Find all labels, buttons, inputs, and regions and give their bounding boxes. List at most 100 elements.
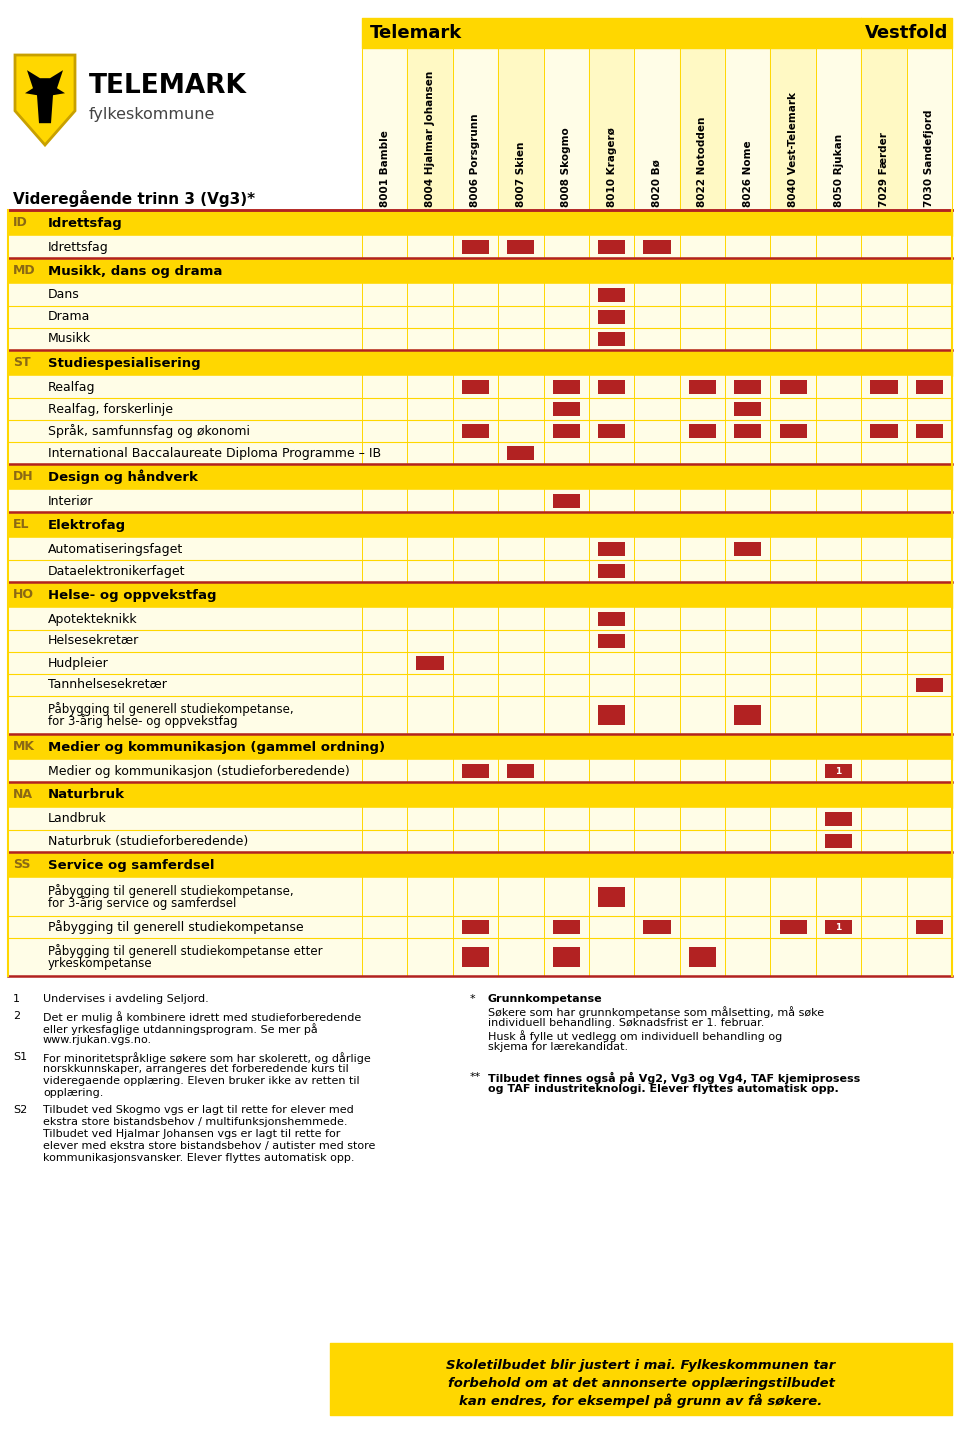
FancyBboxPatch shape <box>598 541 625 556</box>
Text: MD: MD <box>13 265 36 278</box>
FancyBboxPatch shape <box>734 541 761 556</box>
Text: Husk å fylle ut vedlegg om individuell behandling og: Husk å fylle ut vedlegg om individuell b… <box>488 1030 782 1042</box>
FancyBboxPatch shape <box>417 655 444 670</box>
Text: 7030 Sandefjord: 7030 Sandefjord <box>924 110 934 207</box>
Text: 8010 Kragerø: 8010 Kragerø <box>607 127 616 207</box>
Text: Helsesekretær: Helsesekretær <box>48 634 139 647</box>
Text: Design og håndverk: Design og håndverk <box>48 470 198 485</box>
Text: Tilbudet ved Hjalmar Johansen vgs er lagt til rette for: Tilbudet ved Hjalmar Johansen vgs er lag… <box>43 1129 341 1139</box>
Text: Musikk: Musikk <box>48 333 91 346</box>
Text: forbehold om at det annonserte opplæringstilbudet: forbehold om at det annonserte opplæring… <box>447 1376 834 1389</box>
Text: Interiør: Interiør <box>48 495 93 508</box>
Text: Tilbudet ved Skogmo vgs er lagt til rette for elever med: Tilbudet ved Skogmo vgs er lagt til rett… <box>43 1106 353 1116</box>
Text: Påbygging til generell studiekompetanse,: Påbygging til generell studiekompetanse, <box>48 702 294 715</box>
Text: og TAF industriteknologi. Elever flyttes automatisk opp.: og TAF industriteknologi. Elever flyttes… <box>488 1084 839 1094</box>
Polygon shape <box>25 71 65 123</box>
FancyBboxPatch shape <box>734 424 761 438</box>
Text: S1: S1 <box>13 1052 27 1062</box>
Text: Påbygging til generell studiekompetanse etter: Påbygging til generell studiekompetanse … <box>48 943 323 958</box>
Text: NA: NA <box>13 789 33 802</box>
Text: Realfag: Realfag <box>48 381 95 394</box>
FancyBboxPatch shape <box>734 381 761 394</box>
FancyBboxPatch shape <box>643 920 671 935</box>
FancyBboxPatch shape <box>598 288 625 302</box>
Text: Idrettsfag: Idrettsfag <box>48 240 108 253</box>
FancyBboxPatch shape <box>598 564 625 579</box>
Text: fylkeskommune: fylkeskommune <box>89 107 215 122</box>
Text: Musikk, dans og drama: Musikk, dans og drama <box>48 265 223 278</box>
Text: Påbygging til generell studiekompetanse: Påbygging til generell studiekompetanse <box>48 920 303 933</box>
FancyBboxPatch shape <box>688 424 716 438</box>
Text: Apotekteknikk: Apotekteknikk <box>48 612 137 625</box>
FancyBboxPatch shape <box>916 920 943 935</box>
Text: Telemark: Telemark <box>370 25 463 42</box>
FancyBboxPatch shape <box>825 920 852 935</box>
Text: 8020 Bø: 8020 Bø <box>652 159 662 207</box>
Text: Medier og kommunikasjon (studieforberedende): Medier og kommunikasjon (studieforberede… <box>48 764 349 777</box>
FancyBboxPatch shape <box>462 946 489 968</box>
FancyBboxPatch shape <box>598 424 625 438</box>
Text: Skoletilbudet blir justert i mai. Fylkeskommunen tar: Skoletilbudet blir justert i mai. Fylkes… <box>446 1359 835 1372</box>
FancyBboxPatch shape <box>553 946 580 968</box>
Text: opplæring.: opplæring. <box>43 1088 104 1098</box>
FancyBboxPatch shape <box>916 381 943 394</box>
Text: norskkunnskaper, arrangeres det forberedende kurs til: norskkunnskaper, arrangeres det forbered… <box>43 1064 348 1074</box>
FancyBboxPatch shape <box>553 424 580 438</box>
Text: skjema for lærekandidat.: skjema for lærekandidat. <box>488 1042 628 1052</box>
Text: **: ** <box>470 1072 481 1082</box>
Text: Landbruk: Landbruk <box>48 813 107 825</box>
FancyBboxPatch shape <box>825 812 852 826</box>
Text: Elektrofag: Elektrofag <box>48 518 126 531</box>
Text: Realfag, forskerlinje: Realfag, forskerlinje <box>48 402 173 415</box>
Text: Dans: Dans <box>48 288 80 301</box>
Text: S2: S2 <box>13 1106 27 1116</box>
FancyBboxPatch shape <box>825 833 852 848</box>
Text: 1: 1 <box>835 767 842 776</box>
Text: elever med ekstra store bistandsbehov / autister med store: elever med ekstra store bistandsbehov / … <box>43 1142 375 1150</box>
Text: Automatiseringsfaget: Automatiseringsfaget <box>48 543 183 556</box>
Text: for 3-årig helse- og oppvekstfag: for 3-årig helse- og oppvekstfag <box>48 715 238 728</box>
FancyBboxPatch shape <box>916 677 943 692</box>
Text: kan endres, for eksempel på grunn av få søkere.: kan endres, for eksempel på grunn av få … <box>460 1393 823 1408</box>
Text: 2: 2 <box>13 1011 20 1022</box>
Text: Studiespesialisering: Studiespesialisering <box>48 356 201 369</box>
FancyBboxPatch shape <box>507 446 535 460</box>
FancyBboxPatch shape <box>598 705 625 725</box>
Text: 8040 Vest-Telemark: 8040 Vest-Telemark <box>788 93 798 207</box>
Text: EL: EL <box>13 518 30 531</box>
Text: Naturbruk (studieforberedende): Naturbruk (studieforberedende) <box>48 835 249 848</box>
Text: Tilbudet finnes også på Vg2, Vg3 og Vg4, TAF kjemiprosess: Tilbudet finnes også på Vg2, Vg3 og Vg4,… <box>488 1072 860 1084</box>
Text: Tannhelsesekretær: Tannhelsesekretær <box>48 679 167 692</box>
Text: videregaende opplæring. Eleven bruker ikke av retten til: videregaende opplæring. Eleven bruker ik… <box>43 1077 360 1087</box>
Text: individuell behandling. Søknadsfrist er 1. februar.: individuell behandling. Søknadsfrist er … <box>488 1019 764 1027</box>
FancyBboxPatch shape <box>688 381 716 394</box>
Text: 8022 Notodden: 8022 Notodden <box>697 117 708 207</box>
FancyBboxPatch shape <box>825 764 852 778</box>
Text: Undervises i avdeling Seljord.: Undervises i avdeling Seljord. <box>43 994 208 1004</box>
FancyBboxPatch shape <box>780 381 806 394</box>
FancyBboxPatch shape <box>462 240 489 255</box>
Text: Språk, samfunnsfag og økonomi: Språk, samfunnsfag og økonomi <box>48 424 250 438</box>
Text: DH: DH <box>13 470 34 483</box>
FancyBboxPatch shape <box>462 381 489 394</box>
Text: kommunikasjonsvansker. Elever flyttes automatisk opp.: kommunikasjonsvansker. Elever flyttes au… <box>43 1153 354 1163</box>
FancyBboxPatch shape <box>734 705 761 725</box>
Text: 1: 1 <box>13 994 20 1004</box>
Text: International Baccalaureate Diploma Programme – IB: International Baccalaureate Diploma Prog… <box>48 447 381 460</box>
Text: 8050 Rjukan: 8050 Rjukan <box>833 135 844 207</box>
Text: Grunnkompetanse: Grunnkompetanse <box>488 994 603 1004</box>
Text: 8026 Nome: 8026 Nome <box>743 140 753 207</box>
Text: Dataelektronikerfaget: Dataelektronikerfaget <box>48 564 185 577</box>
Text: Hudpleier: Hudpleier <box>48 657 108 670</box>
Text: 8001 Bamble: 8001 Bamble <box>380 130 390 207</box>
Text: Søkere som har grunnkompetanse som målsetting, må søke: Søkere som har grunnkompetanse som målse… <box>488 1006 824 1017</box>
Text: Det er mulig å kombinere idrett med studieforberedende: Det er mulig å kombinere idrett med stud… <box>43 1011 361 1023</box>
FancyBboxPatch shape <box>598 612 625 627</box>
Text: for 3-årig service og samferdsel: for 3-årig service og samferdsel <box>48 897 236 910</box>
Text: Vestfold: Vestfold <box>865 25 948 42</box>
FancyBboxPatch shape <box>643 240 671 255</box>
FancyBboxPatch shape <box>598 381 625 394</box>
FancyBboxPatch shape <box>598 331 625 346</box>
FancyBboxPatch shape <box>916 424 943 438</box>
FancyBboxPatch shape <box>871 381 898 394</box>
